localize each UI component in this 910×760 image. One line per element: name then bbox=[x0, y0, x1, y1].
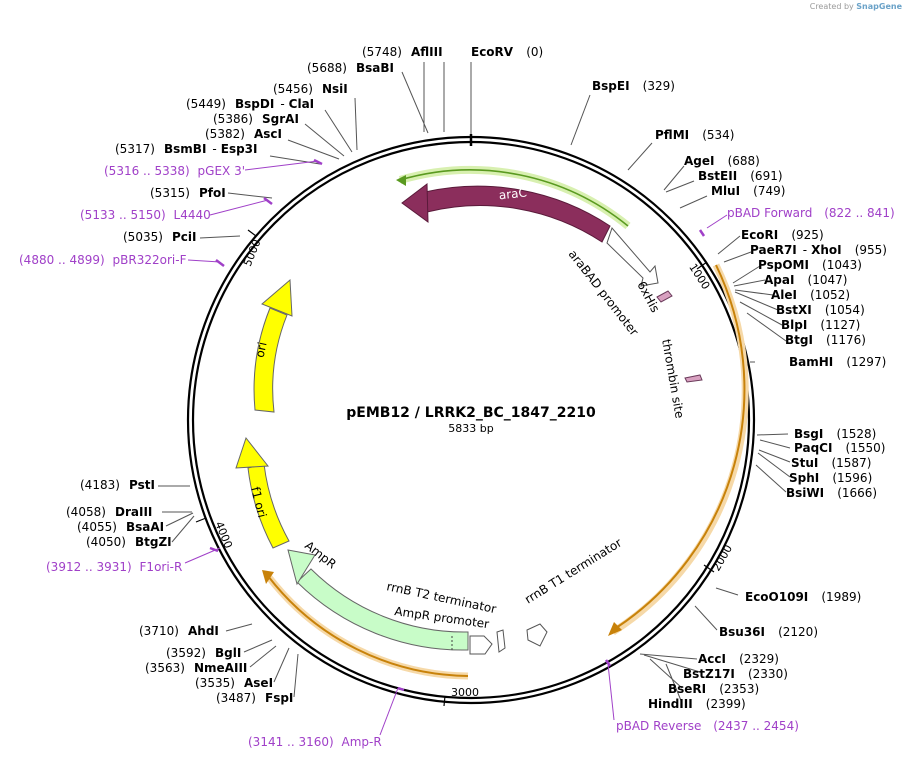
site-stui: StuI (1587) bbox=[791, 452, 871, 471]
arac-label: araC bbox=[498, 185, 527, 202]
site-bseri: BseRI (2353) bbox=[668, 678, 759, 697]
6xhis-tag bbox=[656, 290, 673, 303]
rrnb-t1-feature bbox=[526, 623, 548, 647]
site-alei: AleI (1052) bbox=[771, 284, 850, 303]
site-bsaai: (4055) BsaAI bbox=[77, 516, 164, 535]
site-asci: (5382) AscI bbox=[205, 123, 282, 142]
site-paer7i-xhoi: PaeR7I - XhoI (955) bbox=[750, 239, 887, 258]
site-pcii: (5035) PciI bbox=[123, 226, 197, 245]
site-pflmi: PflMI (534) bbox=[655, 124, 734, 143]
arac-arrowhead bbox=[401, 183, 429, 224]
site-bstz17i: BstZ17I (2330) bbox=[683, 663, 788, 682]
site-psti: (4183) PstI bbox=[80, 474, 155, 493]
bla-arc bbox=[267, 575, 469, 677]
ori-arrowhead bbox=[261, 278, 293, 317]
ori-feature bbox=[253, 307, 288, 413]
site-bsgi: BsgI (1528) bbox=[794, 423, 876, 442]
site-leader-lines bbox=[158, 62, 791, 704]
site-bsiwi: BsiWI (1666) bbox=[786, 482, 877, 501]
site-fspi: (3487) FspI bbox=[216, 687, 293, 706]
site-sgrai: (5386) SgrAI bbox=[213, 108, 299, 127]
tick-5000: 5000 bbox=[241, 237, 264, 268]
primer-pgex3: (5316 .. 5338) pGEX 3' bbox=[104, 164, 245, 178]
ampr-arrowhead bbox=[287, 549, 316, 586]
site-bamhi: BamHI (1297) bbox=[789, 351, 886, 370]
site-bsmbi-esp3i: (5317) BsmBI - Esp3I bbox=[115, 138, 258, 157]
primer-leader-lines bbox=[184, 160, 728, 736]
plasmid-name: pEMB12 / LRRK2_BC_1847_2210 bbox=[346, 405, 596, 421]
ori-label: ori bbox=[253, 341, 270, 359]
primer-pbad-forward: pBAD Forward (822 .. 841) bbox=[727, 206, 895, 220]
site-pspomi: PspOMI (1043) bbox=[758, 254, 862, 273]
site-nsii: (5456) NsiI bbox=[273, 78, 348, 97]
site-agei: AgeI (688) bbox=[684, 150, 760, 169]
site-bspdi-clai: (5449) BspDI - ClaI bbox=[186, 93, 314, 112]
snapgene-logo: SnapGene bbox=[856, 2, 902, 11]
site-blpi: BlpI (1127) bbox=[781, 314, 860, 333]
rrnb-t1-label: rrnB T1 terminator bbox=[522, 535, 624, 606]
site-bsu36i: Bsu36I (2120) bbox=[719, 621, 818, 640]
insert-arc-arrowhead bbox=[608, 622, 622, 636]
site-bsteii: BstEII (691) bbox=[698, 165, 783, 184]
ampr-feature bbox=[296, 568, 469, 651]
site-labels: (5748) AflIII EcoRV (0) (5688) BsaBI Bsp… bbox=[66, 41, 887, 712]
thrombin-site bbox=[684, 374, 703, 383]
primer-pbr322ori-f: (4880 .. 4899) pBR322ori-F bbox=[19, 253, 187, 267]
arac-glow-line bbox=[399, 169, 629, 227]
site-ecori: EcoRI (925) bbox=[741, 224, 824, 243]
insert-arc bbox=[615, 264, 746, 629]
primer-amp-r: (3141 .. 3160) Amp-R bbox=[248, 735, 382, 749]
site-ecorv: EcoRV (0) bbox=[471, 41, 543, 60]
primer-pbad-reverse: pBAD Reverse (2437 .. 2454) bbox=[616, 719, 799, 733]
ampr-promoter-feature bbox=[469, 635, 493, 655]
bla-arc-arrowhead bbox=[262, 570, 274, 584]
site-draiii: (4058) DraIII bbox=[66, 501, 152, 520]
tick-4000: 4000 bbox=[212, 520, 235, 551]
site-ecoo109i: EcoO109I (1989) bbox=[745, 586, 861, 605]
site-pfoi: (5315) PfoI bbox=[150, 182, 226, 201]
snapgene-credit: Created by SnapGene bbox=[810, 2, 902, 11]
plasmid-size: 5833 bp bbox=[448, 422, 493, 435]
primer-f1ori-r: (3912 .. 3931) F1ori-R bbox=[46, 560, 182, 574]
arac-feature bbox=[424, 185, 611, 243]
f1-ori-arrowhead bbox=[235, 436, 269, 469]
rrnb-t2-feature bbox=[496, 629, 506, 653]
site-afliii: (5748) AflIII bbox=[362, 41, 443, 60]
site-acci: AccI (2329) bbox=[698, 648, 779, 667]
primer-labels: (5316 .. 5338) pGEX 3' (5133 .. 5150) L4… bbox=[19, 164, 895, 749]
site-mlui: MluI (749) bbox=[711, 180, 785, 199]
site-bstxi: BstXI (1054) bbox=[776, 299, 865, 318]
credit-prefix: Created by bbox=[809, 2, 854, 11]
site-bspei: BspEI (329) bbox=[592, 75, 675, 94]
site-bsabi: (5688) BsaBI bbox=[307, 57, 394, 76]
site-paqci: PaqCI (1550) bbox=[794, 437, 885, 456]
site-sphi: SphI (1596) bbox=[789, 467, 872, 486]
arac-glow-arrowhead bbox=[396, 175, 406, 186]
site-hindiii: HindIII (2399) bbox=[648, 693, 746, 712]
site-bgli: (3592) BglI bbox=[166, 642, 241, 661]
site-nmeaiii: (3563) NmeAIII bbox=[145, 657, 247, 676]
site-ahdi: (3710) AhdI bbox=[139, 620, 219, 639]
site-asei: (3535) AseI bbox=[195, 672, 273, 691]
thrombin-label: thrombin site bbox=[659, 338, 687, 419]
tick-3000: 3000 bbox=[451, 686, 479, 699]
primer-marks bbox=[209, 158, 706, 692]
site-apai: ApaI (1047) bbox=[764, 269, 847, 288]
site-btgzi: (4050) BtgZI bbox=[86, 531, 172, 550]
primer-l4440: (5133 .. 5150) L4440 bbox=[80, 208, 211, 222]
arabad-promoter-feature bbox=[606, 227, 659, 287]
f1-ori-feature bbox=[247, 463, 290, 549]
site-btgi: BtgI (1176) bbox=[785, 329, 866, 348]
